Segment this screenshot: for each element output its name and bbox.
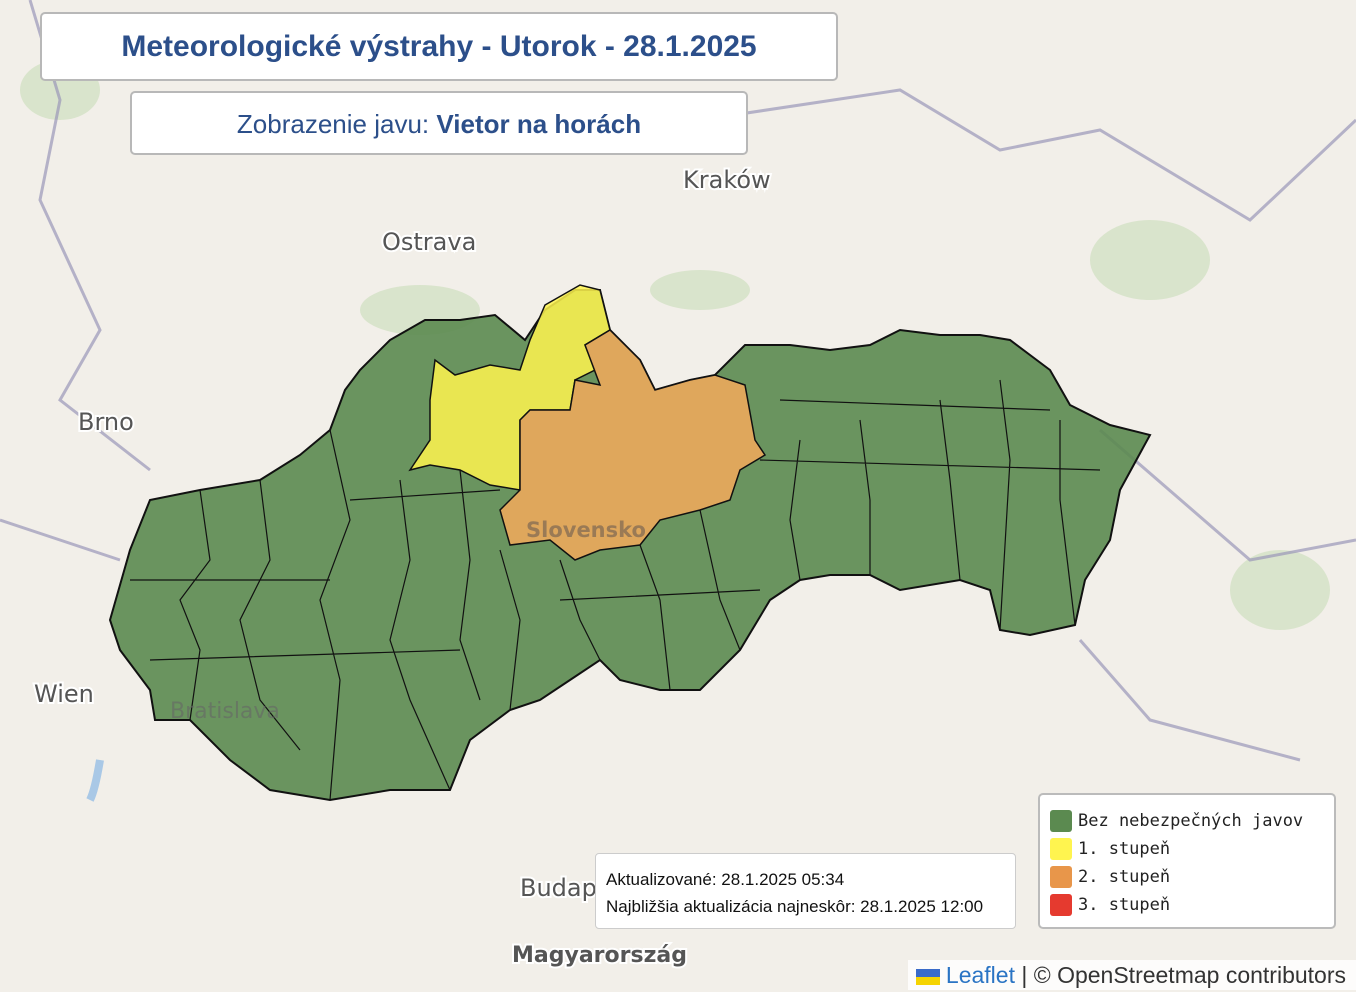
next-update-text: Najbližšia aktualizácia najneskôr: 28.1.… — [606, 897, 984, 916]
ukraine-flag-icon — [915, 968, 940, 985]
attribution: Leaflet | © OpenStreetmap contributors — [907, 960, 1356, 990]
legend-swatch-orange — [1050, 866, 1072, 888]
legend-swatch-yellow — [1050, 838, 1072, 860]
legend-swatch-green — [1050, 810, 1072, 832]
label-ostrava: Ostrava — [382, 228, 476, 256]
legend-label: 1. stupeň — [1078, 839, 1171, 859]
legend: Bez nebezpečných javov 1. stupeň 2. stup… — [1038, 793, 1336, 929]
attribution-separator: | — [1021, 962, 1028, 988]
legend-swatch-red — [1050, 894, 1072, 916]
legend-item: 3. stupeň — [1050, 891, 1324, 919]
phenomenon-value: Vietor na horách — [436, 109, 642, 139]
label-brno: Brno — [78, 408, 134, 436]
region-level-2[interactable] — [499, 329, 767, 561]
legend-item: Bez nebezpečných javov — [1050, 807, 1324, 835]
legend-label: 3. stupeň — [1078, 895, 1171, 915]
page-title: Meteorologické výstrahy - Utorok - 28.1.… — [40, 12, 838, 81]
label-slovensko: Slovensko — [526, 518, 646, 542]
legend-item: 2. stupeň — [1050, 863, 1324, 891]
legend-label: Bez nebezpečných javov — [1078, 811, 1304, 831]
updated-text: Aktualizované: 28.1.2025 05:34 — [606, 870, 845, 889]
label-krakow: Kraków — [683, 166, 771, 194]
label-magyarorszag: Magyarország — [512, 943, 687, 968]
district-borders — [130, 379, 1101, 801]
phenomenon-label: Zobrazenie javu: — [236, 109, 430, 139]
update-info-box: Aktualizované: 28.1.2025 05:34 Najbližši… — [595, 853, 1016, 929]
osm-attribution: © OpenStreetmap contributors — [1033, 962, 1346, 988]
legend-label: 2. stupeň — [1078, 867, 1171, 887]
label-budapest: Budap — [520, 874, 597, 902]
river — [86, 759, 104, 802]
country-border — [0, 0, 1356, 762]
legend-item: 1. stupeň — [1050, 835, 1324, 863]
leaflet-link[interactable]: Leaflet — [945, 962, 1015, 988]
map-labels: Kraków Ostrava Brno Wien Bratislava Slov… — [32, 164, 773, 970]
phenomenon-box: Zobrazenie javu: Vietor na horách — [130, 91, 748, 155]
label-bratislava: Bratislava — [170, 699, 280, 724]
label-wien: Wien — [34, 680, 94, 708]
